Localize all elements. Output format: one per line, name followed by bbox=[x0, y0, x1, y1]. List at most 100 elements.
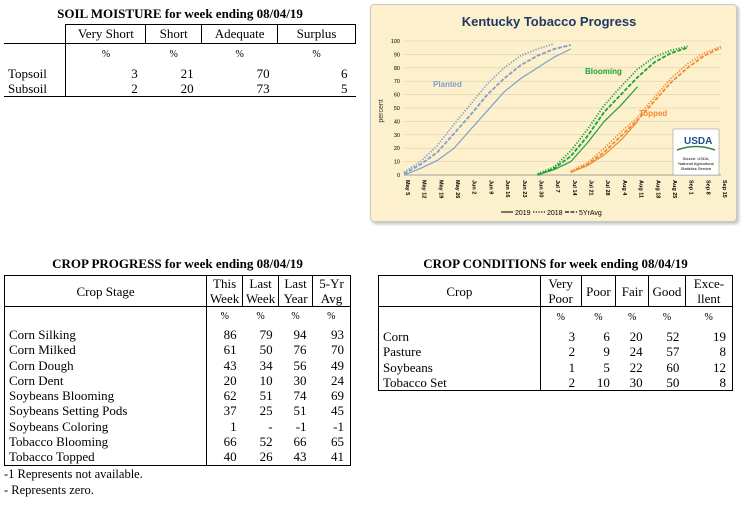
progress-cell: 52 bbox=[259, 434, 273, 450]
conditions-cell: 2 bbox=[568, 344, 576, 360]
source-line: National Agricultural bbox=[678, 161, 714, 166]
table-row: Tobacco Blooming 66 52 66 65 bbox=[3, 434, 351, 450]
table-row: Corn Dent 20 10 30 24 bbox=[3, 372, 351, 389]
progress-cell: 61 bbox=[223, 342, 237, 358]
chart-y-ticks: 0 10 20 30 40 50 60 70 80 90 100 bbox=[391, 39, 400, 179]
soil-pct: % bbox=[312, 49, 321, 60]
progress-pct: % bbox=[220, 311, 230, 322]
conditions-row-label: Tobacco Set bbox=[378, 374, 541, 392]
progress-cell: 51 bbox=[259, 388, 273, 404]
progress-row-label: Corn Milked bbox=[3, 342, 208, 358]
conditions-cell: 8 bbox=[685, 374, 734, 392]
conditions-pct: % bbox=[556, 312, 566, 323]
soil-row-label: Topsoil bbox=[4, 66, 67, 81]
progress-cell: 50 bbox=[259, 342, 273, 358]
progress-cell: 62 bbox=[223, 388, 237, 404]
y-tick-label: 90 bbox=[394, 52, 400, 58]
soil-cell: 70 bbox=[256, 66, 270, 81]
table-row: Soybeans Blooming 62 51 74 69 bbox=[3, 388, 351, 404]
soil-pct-blank bbox=[4, 43, 67, 66]
x-tick-label: Aug 11 bbox=[638, 180, 644, 198]
conditions-pct: % bbox=[594, 312, 603, 323]
chart-x-ticks: May 5 May 12 May 19 May 26 Jun 2 Jun 9 Jun 16 J… bbox=[404, 180, 727, 198]
usda-logo: USDA Source: USDA, National Agricultural… bbox=[672, 128, 720, 176]
table-row: Subsoil 2 20 73 5 bbox=[4, 81, 356, 97]
legend-2019: 2019 bbox=[515, 210, 531, 217]
soil-cell: 73 bbox=[201, 81, 278, 97]
series-line-planted-2019 bbox=[403, 48, 572, 176]
table-row: Tobacco Topped 40 26 43 41 bbox=[3, 449, 351, 466]
chart-series bbox=[403, 42, 722, 176]
conditions-col-header: Poor bbox=[580, 275, 617, 307]
soil-cell: 6 bbox=[341, 66, 348, 81]
y-tick-label: 60 bbox=[394, 93, 400, 99]
progress-cell: 43 bbox=[278, 449, 313, 466]
progress-cell: 79 bbox=[259, 327, 273, 342]
progress-cell: - bbox=[268, 418, 273, 434]
progress-row-label: Soybeans Coloring bbox=[3, 418, 208, 435]
progress-cell: 74 bbox=[293, 388, 307, 404]
conditions-cell: 22 bbox=[629, 359, 643, 375]
x-tick-label: Jun 23 bbox=[521, 180, 527, 197]
table-row: Soybeans Coloring 1 - -1 -1 bbox=[3, 418, 351, 435]
progress-cell: 94 bbox=[293, 327, 307, 342]
y-tick-label: 20 bbox=[394, 146, 400, 152]
conditions-cell: 52 bbox=[666, 329, 680, 344]
table-row: Corn Silking 86 79 94 93 bbox=[3, 327, 351, 343]
soil-header: Surplus bbox=[277, 24, 356, 44]
table-row: Topsoil 3 21 70 6 bbox=[4, 66, 356, 81]
x-tick-label: May 5 bbox=[404, 180, 410, 195]
y-tick-label: 100 bbox=[391, 39, 400, 45]
y-tick-label: 10 bbox=[394, 160, 400, 166]
table-row: Soybeans Setting Pods 37 25 51 45 bbox=[3, 403, 351, 419]
conditions-col-header: Very Poor bbox=[539, 275, 582, 307]
tobacco-progress-chart: Kentucky Tobacco Progress percent 0 10 20 3… bbox=[370, 4, 737, 222]
progress-cell: 51 bbox=[293, 403, 307, 419]
soil-pct: % bbox=[235, 49, 244, 60]
conditions-pct-blank bbox=[378, 306, 541, 329]
table-row: Soybeans 1 5 22 60 12 bbox=[378, 359, 734, 375]
conditions-cell: 8 bbox=[685, 344, 734, 360]
progress-row-label: Soybeans Blooming bbox=[3, 388, 208, 404]
x-tick-label: Sep 8 bbox=[704, 180, 710, 195]
soil-header: Adequate bbox=[201, 24, 279, 44]
stage-label-blooming: Blooming bbox=[585, 67, 622, 76]
crop-conditions-table: Crop Very Poor Poor Fair Good Exce-llent … bbox=[378, 275, 734, 392]
y-tick-label: 0 bbox=[397, 173, 400, 179]
soil-header-blank bbox=[4, 24, 67, 44]
soil-moisture-section: SOIL MOISTURE for week ending 08/04/19 V… bbox=[4, 6, 356, 97]
progress-cell: 20 bbox=[223, 372, 237, 388]
progress-cell: -1 bbox=[312, 418, 351, 435]
x-tick-label: Jun 2 bbox=[471, 180, 477, 194]
x-tick-label: May 12 bbox=[421, 180, 427, 198]
table-row: Tobacco Set 2 10 30 50 8 bbox=[378, 374, 734, 392]
conditions-pct: % bbox=[662, 312, 672, 323]
soil-cell: 5 bbox=[277, 81, 356, 97]
chart-title: Kentucky Tobacco Progress bbox=[462, 14, 637, 29]
crop-progress-title: CROP PROGRESS for week ending 08/04/19 bbox=[52, 256, 303, 271]
progress-row-label: Corn Silking bbox=[3, 327, 208, 343]
progress-cell: 1 bbox=[230, 418, 237, 434]
x-tick-label: Jul 7 bbox=[554, 180, 560, 193]
x-tick-label: May 19 bbox=[437, 180, 443, 198]
soil-pct: % bbox=[101, 49, 111, 60]
crop-conditions-title: CROP CONDITIONS for week ending 08/04/19 bbox=[423, 256, 688, 271]
crop-conditions-section: CROP CONDITIONS for week ending 08/04/19… bbox=[378, 256, 734, 392]
table-row: Corn Milked 61 50 76 70 bbox=[3, 342, 351, 358]
soil-moisture-table: Very Short Short Adequate Surplus % % % … bbox=[4, 24, 356, 97]
x-tick-label: Aug 18 bbox=[654, 180, 660, 198]
conditions-cell: 2 bbox=[540, 374, 582, 392]
series-line-planted-2018 bbox=[403, 42, 555, 174]
progress-pct: % bbox=[291, 311, 300, 322]
progress-cell: 37 bbox=[223, 403, 237, 419]
crop-progress-table: Crop Stage This Week Last Week Last Year 5-… bbox=[3, 275, 351, 466]
conditions-col-header: Fair bbox=[615, 275, 650, 307]
conditions-cell: 6 bbox=[603, 329, 610, 344]
conditions-cell: 20 bbox=[629, 329, 643, 344]
conditions-row-label: Corn bbox=[378, 329, 541, 345]
x-tick-label: Jun 30 bbox=[537, 180, 543, 197]
progress-col-header: 5-Yr Avg bbox=[312, 275, 351, 307]
conditions-pct: % bbox=[685, 306, 734, 329]
progress-note: - Represents zero. bbox=[4, 482, 94, 497]
progress-stage-header: Crop Stage bbox=[3, 275, 208, 307]
